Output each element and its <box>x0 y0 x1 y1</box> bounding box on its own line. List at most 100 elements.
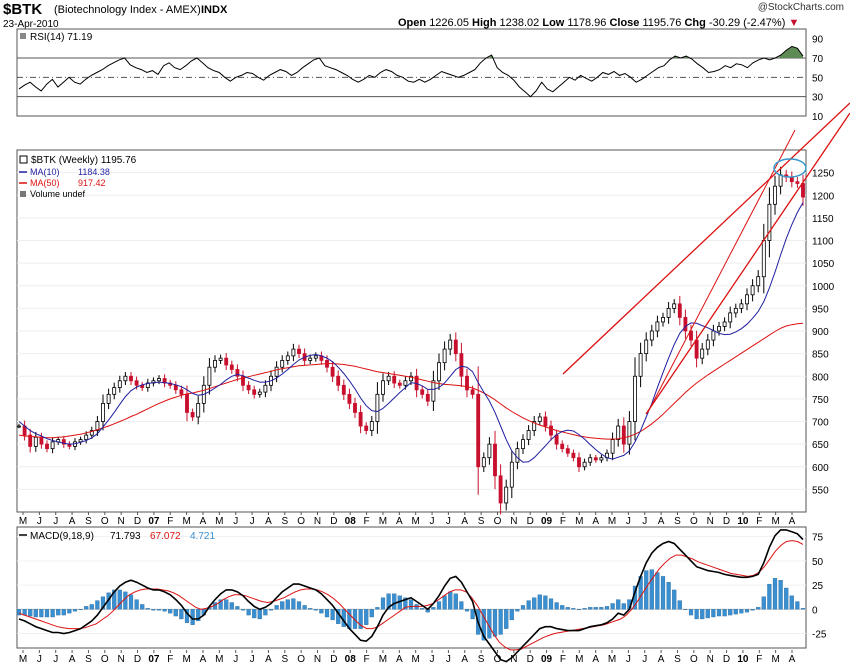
x-tick-label: 08 <box>345 654 357 665</box>
macd-histogram-bar <box>604 606 610 610</box>
candle-body <box>17 425 21 428</box>
price-candle <box>179 385 184 399</box>
macd-histogram-bar <box>789 595 794 610</box>
macd-histogram-bar <box>560 605 565 610</box>
x-tick-label: N <box>314 516 321 527</box>
price-candle <box>364 422 369 435</box>
rsi-line <box>18 45 804 98</box>
macd-histogram-bar <box>571 608 576 610</box>
price-candle <box>638 342 643 388</box>
candle-body <box>521 439 525 450</box>
candle-body <box>336 375 341 386</box>
chg-label: Chg <box>684 17 706 29</box>
ohlc-summary: Open 1226.05 High 1238.02 Low 1178.96 Cl… <box>398 17 799 29</box>
price-candle <box>313 352 318 362</box>
macd-histogram-bar <box>705 609 710 619</box>
candle-body <box>386 375 391 382</box>
macd-histogram-bar <box>100 596 106 610</box>
macd-histogram-bar <box>224 599 229 610</box>
candle-body <box>582 461 587 468</box>
price-legend-label: $BTK (Weekly) 1195.76 <box>31 155 137 166</box>
macd-histogram-bar <box>599 607 604 610</box>
macd-histogram-bar <box>492 609 498 637</box>
candle-body <box>84 434 89 441</box>
price-candle <box>672 299 677 314</box>
macd-histogram-bar <box>313 609 318 611</box>
price-candle <box>773 175 777 215</box>
x-tick-label: M <box>182 516 190 527</box>
price-candle <box>644 332 649 362</box>
x-tick-label: J <box>626 516 631 527</box>
macd-histogram-bar <box>700 609 705 620</box>
candle-body <box>801 183 805 198</box>
macd-histogram-bar <box>257 609 262 620</box>
macd-histogram-bar <box>459 601 464 610</box>
macd-histogram-bar <box>364 609 369 625</box>
x-tick-label: F <box>560 654 566 665</box>
price-candle <box>722 317 727 332</box>
candle-body <box>397 382 402 386</box>
price-tick-label: 1000 <box>812 282 835 293</box>
x-tick-label: J <box>37 654 42 665</box>
macd-histogram-bar <box>246 609 251 616</box>
x-tick-label: M <box>19 516 27 527</box>
price-candle <box>369 415 374 437</box>
price-candle <box>666 302 671 324</box>
x-tick-label: S <box>478 654 485 665</box>
candle-body <box>778 174 783 187</box>
x-tick-label: J <box>446 516 451 527</box>
price-tick-label: 600 <box>812 463 829 474</box>
x-tick-label: N <box>707 654 714 665</box>
candle-body <box>549 425 553 436</box>
x-tick-label: J <box>430 654 435 665</box>
price-tick-label: 550 <box>812 485 829 496</box>
candle-body <box>677 303 682 318</box>
x-tick-label: O <box>101 654 109 665</box>
candle-body <box>526 430 531 440</box>
candle-body <box>420 389 425 395</box>
macd-histogram-bar <box>772 578 778 610</box>
stockcharts-brand[interactable]: @StockCharts.com <box>757 2 844 13</box>
macd-histogram-bar <box>660 576 666 610</box>
x-tick-label: A <box>461 516 468 527</box>
price-candle <box>106 388 111 410</box>
x-tick-label: F <box>167 654 173 665</box>
candle-body <box>498 475 503 504</box>
low-value: 1178.96 <box>567 17 607 29</box>
macd-histogram-bar <box>576 609 582 610</box>
candle-body <box>313 355 318 359</box>
macd-histogram-bar <box>151 609 156 611</box>
macd-histogram-bar <box>498 609 503 635</box>
volume-legend-icon <box>20 191 26 197</box>
x-tick-label: D <box>527 654 534 665</box>
price-tick-label: 750 <box>812 395 829 406</box>
price-candle <box>397 379 402 389</box>
macd-frame <box>16 526 807 649</box>
candle-body <box>112 387 117 395</box>
x-tick-label: A <box>658 516 665 527</box>
macd-histogram-bar <box>268 609 274 611</box>
candle-body <box>493 443 497 477</box>
x-tick-label: S <box>281 654 288 665</box>
chg-value: -30.29 (-2.47%) <box>708 17 786 29</box>
candle-body <box>638 353 643 377</box>
x-tick-label: M <box>608 654 616 665</box>
high-value: 1238.02 <box>499 17 540 29</box>
candle-body <box>627 421 632 445</box>
macd-histogram-bar <box>408 599 414 610</box>
candle-body <box>129 375 133 382</box>
index-name: (Biotechnology Index - AMEX) <box>54 4 201 16</box>
x-tick-label: A <box>396 654 403 665</box>
x-tick-label: D <box>723 654 730 665</box>
macd-histogram-bar <box>711 609 716 618</box>
x-tick-label: F <box>364 516 370 527</box>
price-candle <box>101 394 105 431</box>
macd-histogram-bar <box>784 587 789 610</box>
x-tick-label: M <box>215 654 223 665</box>
rsi-axis: 90 70 50 30 10 <box>812 35 824 123</box>
x-tick-label: J <box>642 654 647 665</box>
candle-body <box>633 375 637 422</box>
price-candle <box>453 332 458 362</box>
price-legend: $BTK (Weekly) 1195.76 MA(10) 1184.38 MA(… <box>19 155 137 199</box>
